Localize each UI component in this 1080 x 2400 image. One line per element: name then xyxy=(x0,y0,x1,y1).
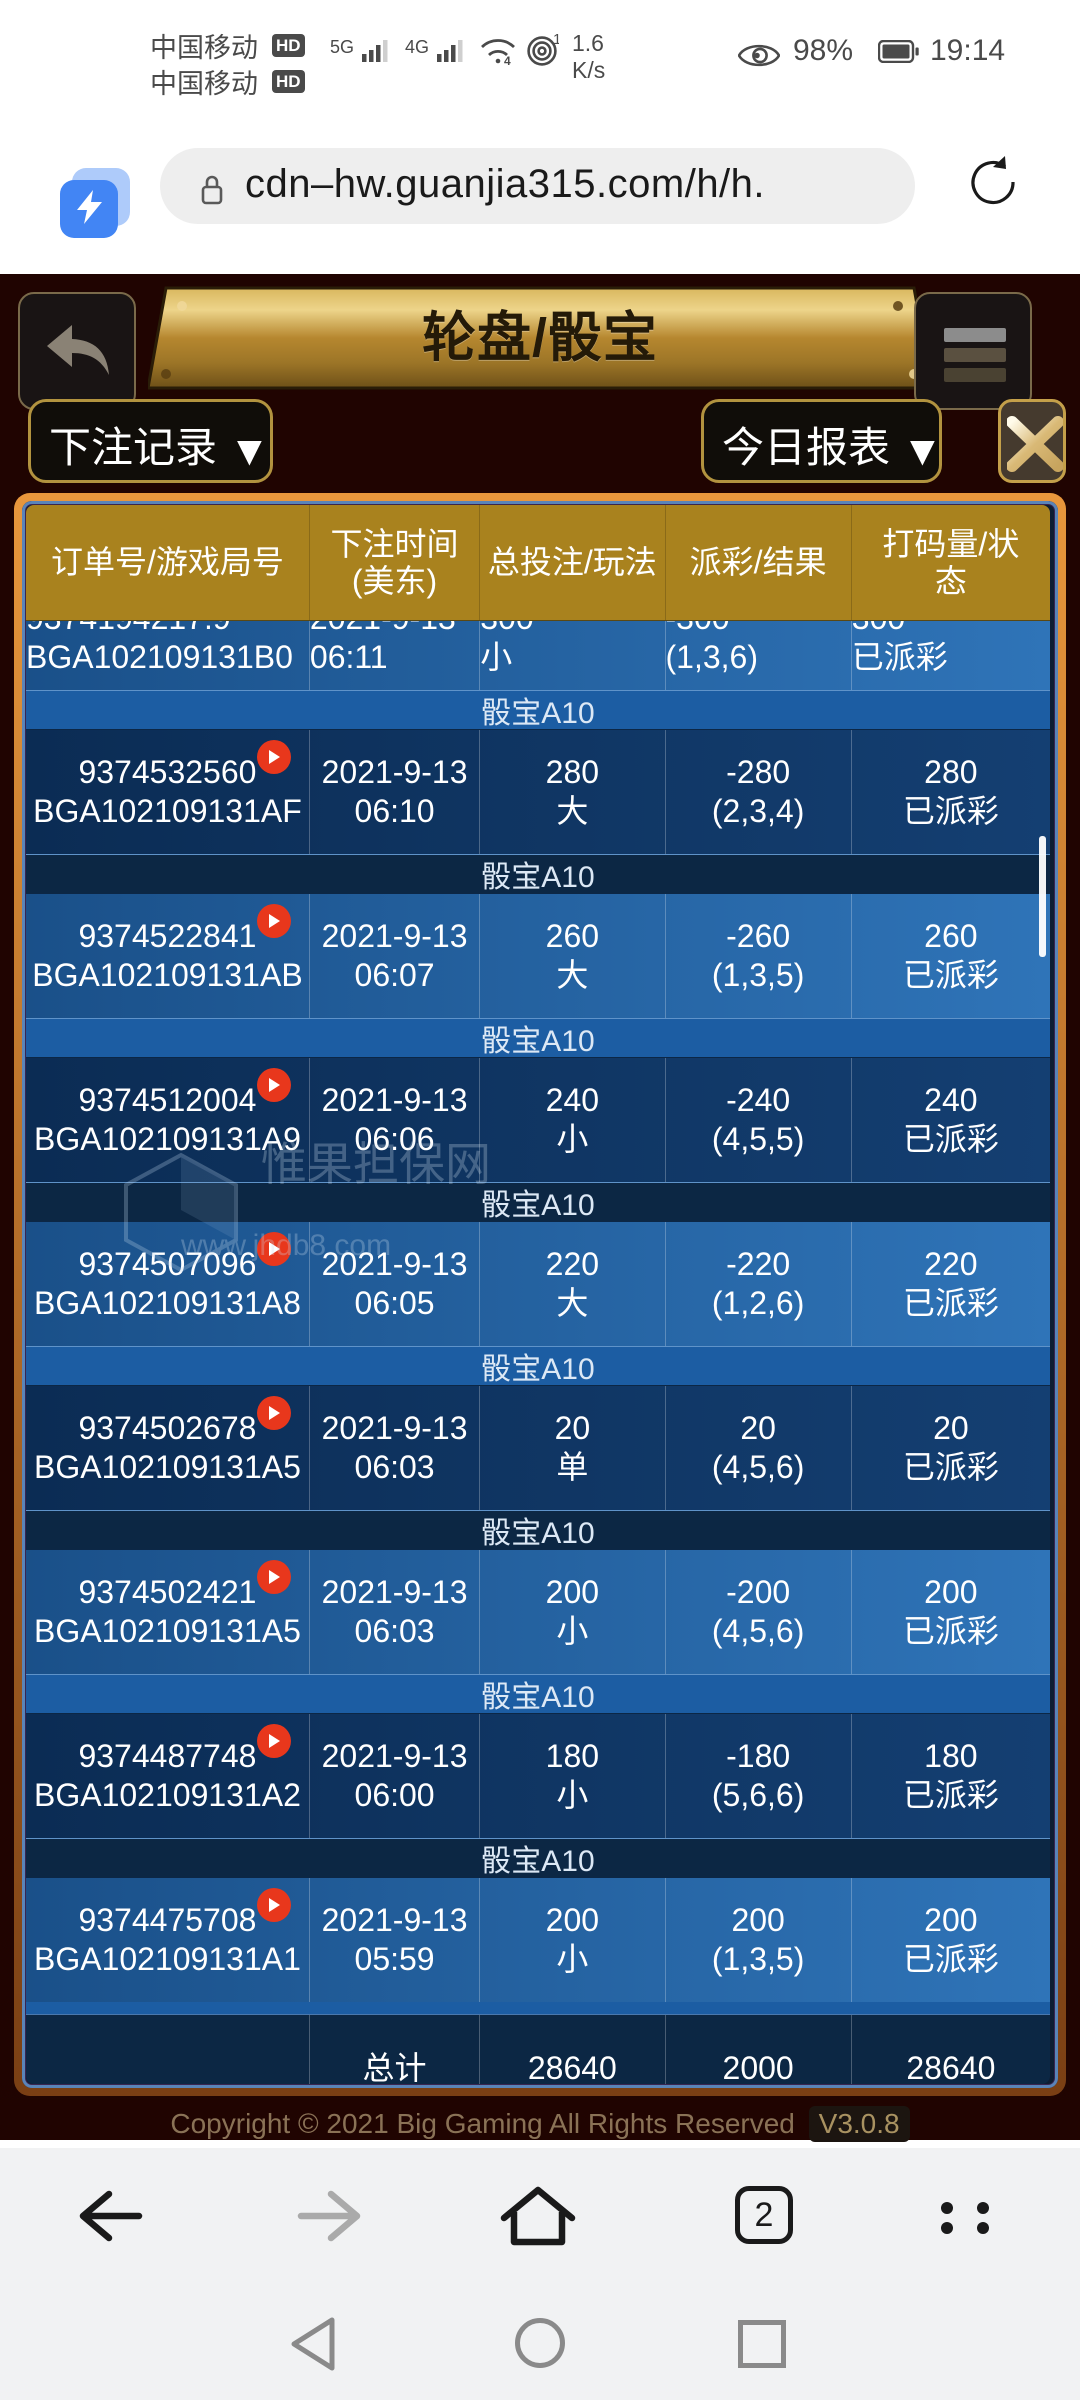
svg-text:4: 4 xyxy=(504,54,511,66)
svg-text:1: 1 xyxy=(553,34,559,48)
